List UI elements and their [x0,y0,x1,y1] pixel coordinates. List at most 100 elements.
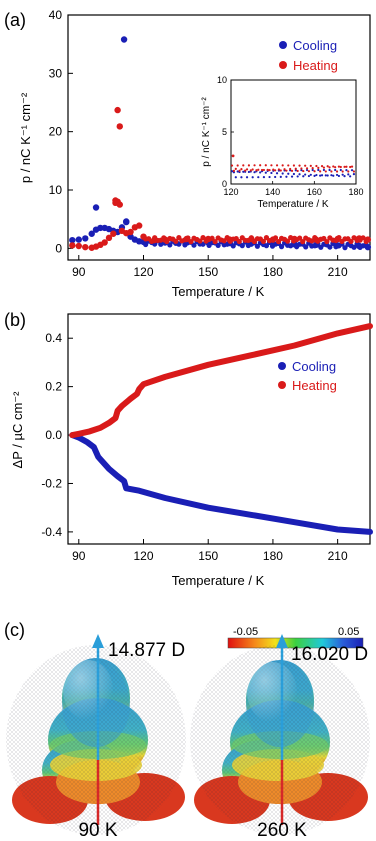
inset-point-cooling [349,175,352,178]
inset-y-tick-label: 5 [222,127,227,137]
point-cooling-outliers [92,204,100,211]
panel-a-inset: 120 140 160 180 0 5 10 Temperature / K p / nC … [201,75,364,210]
point-cooling-band [327,244,333,250]
molecule-260k-arrowhead-icon [276,634,288,648]
inset-x-tick-label: 160 [307,187,322,197]
inset-point-heating [319,170,322,173]
inset-point-heating [232,169,236,172]
panel-a-x-tick-label: 180 [263,265,283,279]
inset-x-tick-label: 140 [265,187,280,197]
inset-point-cooling [334,168,337,172]
inset-point-cooling [304,173,307,176]
inset-point-cooling [347,173,350,176]
inset-point-heating [349,165,352,169]
inset-point-cooling [234,176,237,179]
point-heating-band [248,235,254,241]
point-heating-band [209,235,215,241]
panel-b-lines [69,323,373,535]
point-heating [101,239,108,246]
legend-b-heating-marker [278,381,286,389]
panel-a-y-tick-label: 40 [49,8,63,22]
inset-point-cooling [230,170,234,173]
inset-point-heating [264,164,267,167]
panel-b-x-tick-label: 150 [198,549,218,563]
inset-x-tick-label: 120 [223,187,238,197]
panel-a-points [69,36,372,251]
point-heating-band [297,235,303,241]
point-heating [116,123,123,130]
point-heating-outliers [116,201,123,208]
point-heating-band [161,235,167,241]
inset-point-heating [244,169,247,172]
point-heating-band [284,238,291,244]
legend-b-cooling-label: Cooling [292,359,336,374]
inset-point-heating [317,166,320,169]
inset-point-heating [302,169,305,173]
molecule-90k: 14.877 D 90 K [6,634,186,841]
inset-point-heating [335,170,339,173]
inset-point-heating [296,169,299,173]
panel-b-legend: Cooling Heating [278,359,337,393]
inset-y-tick-label: 0 [222,179,227,189]
panel-a-y-axis-title: p / nC K⁻¹ cm⁻² [18,92,33,183]
inset-point-cooling [335,173,339,177]
inset-point-cooling [300,169,303,172]
inset-point-cooling [341,173,344,176]
point-heating-band [312,234,318,241]
point-heating-band [309,238,315,244]
point-cooling-band [278,244,285,250]
panel-a-x-tick-label: 210 [328,265,348,279]
inset-point-heating [300,167,303,170]
inset-point-cooling [275,172,279,175]
inset-point-heating [334,166,337,169]
inset-point-cooling [326,174,329,177]
panel-a-x-tick-label: 150 [198,265,218,279]
inset-point-cooling [339,168,342,172]
molecule-260k: 16.020 D 260 K [190,634,370,841]
panel-b-frame [67,313,371,545]
point-heating-band [197,238,203,244]
inset-point-cooling [324,174,327,177]
point-heating [69,242,76,249]
line-heating [69,323,373,439]
panel-a-frame [67,14,371,261]
point-cooling-band [351,244,357,250]
inset-point-heating [270,164,273,167]
inset-point-heating [313,170,316,173]
inset-point-cooling [251,176,254,179]
molecule-90k-dipole-label: 14.877 D [108,640,185,661]
panel-b-line-plot: -0.4 -0.2 0.0 0.2 0.4 90 120 150 180 210 Tempera… [10,313,373,588]
inset-point-heating [345,165,348,168]
point-cooling-band [215,242,221,249]
panel-b-x-ticks: 90 120 150 180 210 [72,539,348,563]
point-cooling-band [342,245,348,251]
inset-point-cooling [296,175,299,178]
inset-point-heating [347,170,350,173]
panel-a-y-tick-label: 10 [49,183,63,197]
panel-a-x-axis-title: Temperature / K [172,284,265,299]
inset-point-cooling [236,170,239,173]
inset-point-cooling [247,170,251,174]
inset-point-cooling [281,172,284,175]
point-cooling [88,230,95,237]
inset-point-heating [328,166,331,169]
molecule-260k-surface [190,645,370,835]
inset-point-heating [259,164,262,167]
inset-point-heating [272,168,275,171]
inset-point-heating [309,164,312,167]
inset-point-cooling [245,176,249,179]
inset-point-heating [285,169,288,172]
point-heating [82,243,89,251]
panel-a-y-ticks: 0 10 20 30 40 [49,8,73,255]
point-cooling-band [191,242,197,248]
point-heating-band [360,235,366,241]
inset-point-heating [339,165,342,169]
panel-b-y-tick-label: 0.0 [45,428,62,442]
inset-point-cooling [328,168,331,172]
inset-point-heating [275,164,279,167]
point-cooling [120,36,128,43]
inset-point-cooling [257,176,260,179]
inset-point-heating [320,165,324,168]
panel-c-esp-maps: -0.05 0.05 14.877 D 90 K [6,626,370,841]
